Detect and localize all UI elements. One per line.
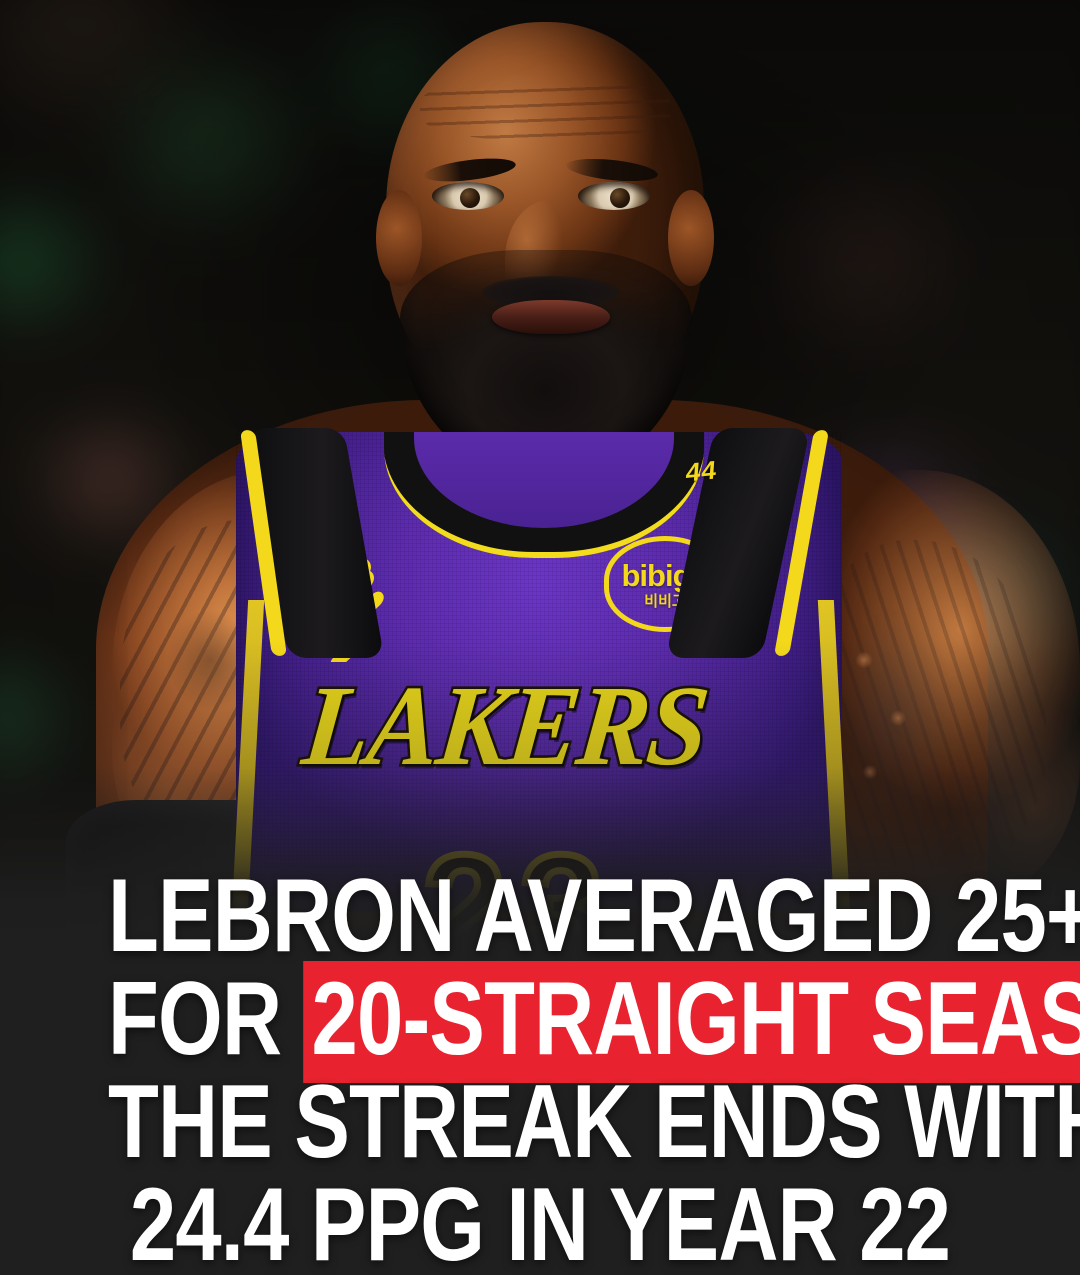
caption-line-1: LEBRON AVERAGED 25+ PPG: [108, 858, 1080, 974]
caption-block: LEBRON AVERAGED 25+ PPG FOR 20-STRAIGHT …: [0, 858, 1080, 1275]
forehead-creases: [420, 78, 670, 140]
caption-highlight: 20-STRAIGHT SEASONS.: [303, 961, 1080, 1083]
left-pupil: [460, 188, 480, 208]
caption-line-2-prefix: FOR: [108, 961, 304, 1077]
right-ear: [668, 190, 714, 286]
caption-line-2: FOR 20-STRAIGHT SEASONS.: [108, 961, 1080, 1083]
right-pupil: [610, 188, 630, 208]
jersey-team-wordmark: LAKERS: [295, 661, 716, 792]
left-ear: [376, 190, 422, 286]
bibigo-patch-korean-text: 비비고: [644, 592, 686, 610]
caption-line-4: 24.4 PPG IN YEAR 22: [129, 1167, 951, 1275]
mouth: [492, 300, 610, 334]
caption-line-3: THE STREAK ENDS WITH: [108, 1064, 1080, 1180]
jersey-shoulder-number: 44: [684, 454, 719, 488]
